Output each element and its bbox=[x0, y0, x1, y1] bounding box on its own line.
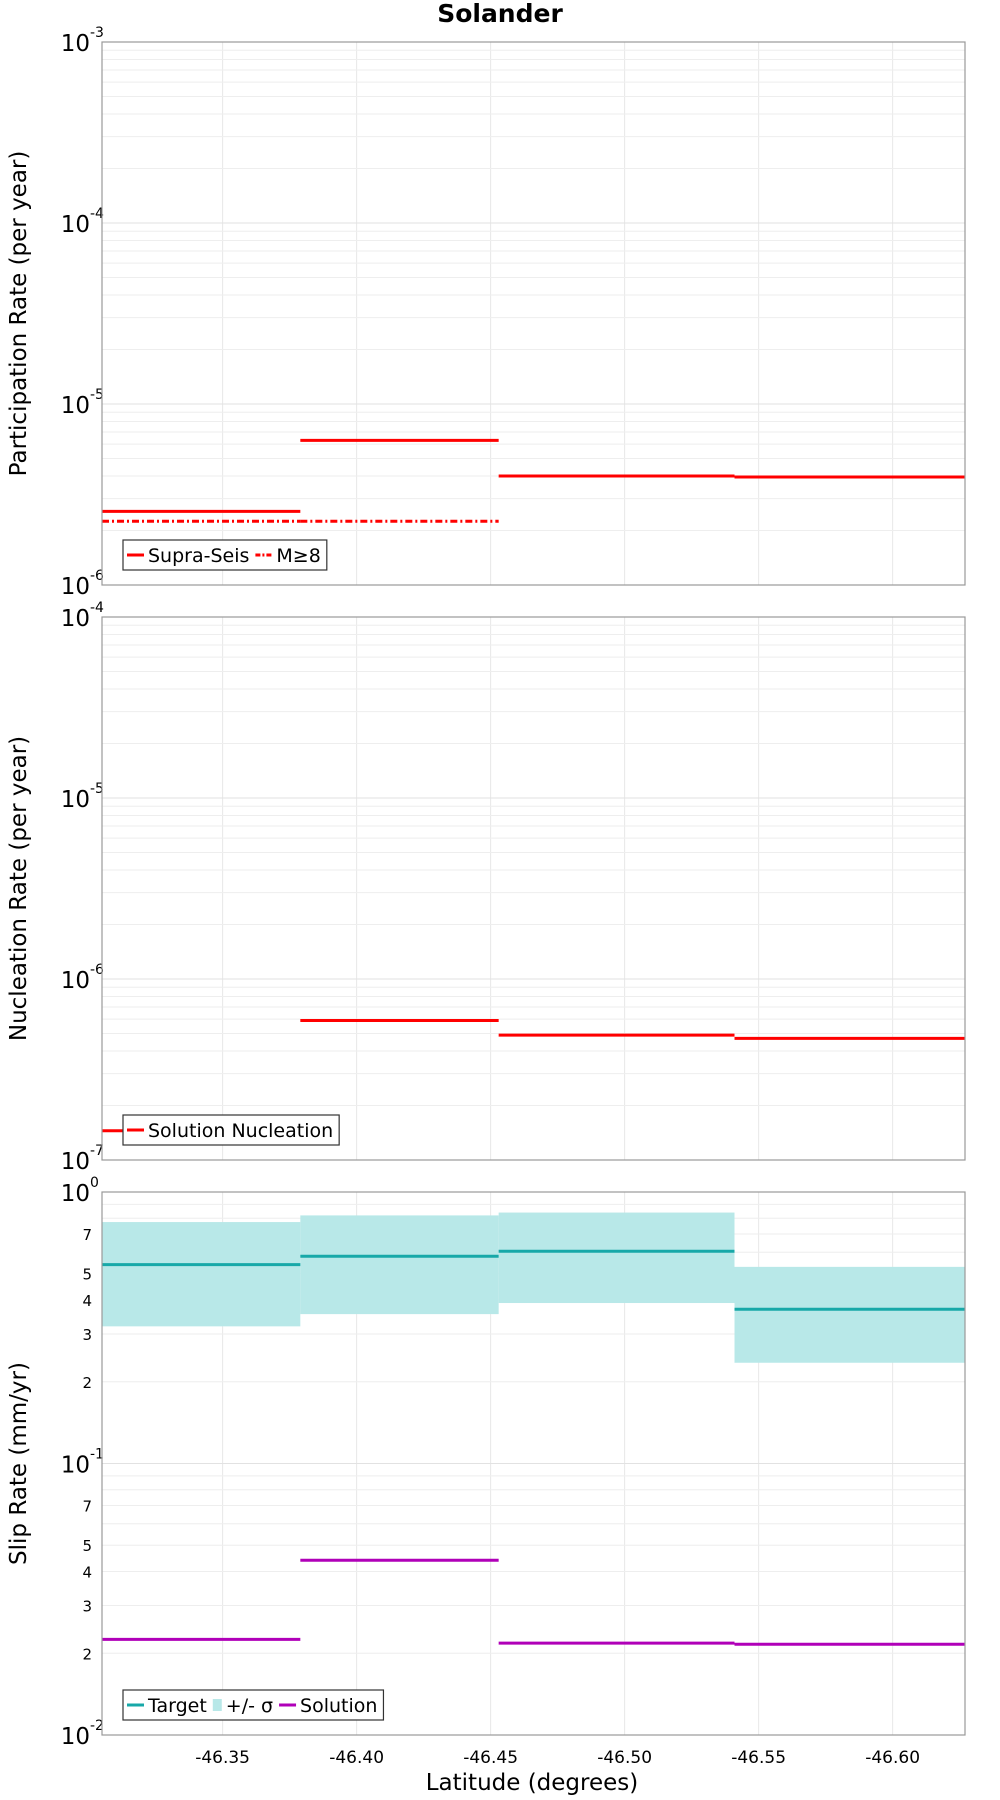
y-tick-label: 10 bbox=[61, 212, 90, 238]
band-segment bbox=[102, 1222, 301, 1327]
y-tick-exponent: -6 bbox=[90, 962, 104, 978]
legend-label: Solution bbox=[300, 1695, 377, 1717]
y-minor-tick-label: 4 bbox=[82, 1292, 92, 1310]
legend-box bbox=[122, 539, 328, 571]
y-minor-tick-label: 3 bbox=[82, 1326, 92, 1344]
legend-box bbox=[122, 1114, 340, 1146]
legend: Supra-Seis M≥8 bbox=[122, 539, 328, 571]
band-segment bbox=[734, 1266, 965, 1363]
y-tick-exponent: -7 bbox=[90, 1143, 104, 1159]
y-tick-exponent: -6 bbox=[90, 568, 104, 584]
y-tick-exponent: -2 bbox=[90, 1718, 104, 1734]
band-segment bbox=[300, 1215, 499, 1315]
plot-area bbox=[102, 42, 965, 585]
legend-label: +/- σ bbox=[226, 1695, 273, 1717]
y-tick-label: 10 bbox=[61, 31, 90, 57]
y-minor-tick-label: 2 bbox=[82, 1645, 92, 1663]
x-tick-label: -46.55 bbox=[731, 1748, 786, 1768]
y-tick-label: 10 bbox=[61, 393, 90, 419]
y-minor-tick-label: 7 bbox=[82, 1226, 92, 1244]
y-tick-exponent: -4 bbox=[90, 600, 104, 616]
x-tick-label: -46.40 bbox=[329, 1748, 384, 1768]
y-minor-tick-label: 5 bbox=[82, 1266, 92, 1284]
y-tick-label: 10 bbox=[61, 787, 90, 813]
y-minor-tick-label: 3 bbox=[82, 1597, 92, 1615]
chart-title: Solander bbox=[437, 0, 563, 28]
x-tick-label: -46.35 bbox=[195, 1748, 250, 1768]
y-axis-label: Participation Rate (per year) bbox=[6, 151, 32, 477]
legend-label: M≥8 bbox=[276, 545, 320, 567]
y-tick-exponent: -3 bbox=[90, 25, 104, 41]
y-tick-exponent: -4 bbox=[90, 206, 104, 222]
plot-frame bbox=[101, 41, 966, 586]
plot-frame bbox=[101, 1191, 966, 1736]
y-minor-tick-label: 4 bbox=[82, 1564, 92, 1582]
x-tick-label: -46.50 bbox=[597, 1748, 652, 1768]
y-tick-label: 10 bbox=[61, 1453, 90, 1479]
y-tick-label: 10 bbox=[61, 968, 90, 994]
y-tick-exponent: -5 bbox=[90, 781, 104, 797]
y-tick-label: 10 bbox=[61, 606, 90, 632]
band-segment bbox=[498, 1212, 735, 1304]
legend-swatch bbox=[212, 1699, 222, 1711]
y-axis-label: Slip Rate (mm/yr) bbox=[6, 1362, 32, 1565]
x-tick-label: -46.60 bbox=[865, 1748, 920, 1768]
y-tick-label: 10 bbox=[61, 1181, 90, 1207]
y-tick-exponent: -1 bbox=[90, 1447, 104, 1463]
legend-label: Solution Nucleation bbox=[148, 1120, 333, 1142]
y-tick-label: 10 bbox=[61, 1724, 90, 1750]
y-tick-label: 10 bbox=[61, 1149, 90, 1175]
y-minor-tick-label: 7 bbox=[82, 1498, 92, 1516]
plot-frame bbox=[101, 616, 966, 1161]
y-tick-exponent: 0 bbox=[90, 1175, 99, 1191]
y-minor-tick-label: 2 bbox=[82, 1374, 92, 1392]
y-minor-tick-label: 5 bbox=[82, 1537, 92, 1555]
plot-area bbox=[102, 617, 965, 1160]
y-tick-label: 10 bbox=[61, 574, 90, 600]
legend-label: Target bbox=[147, 1695, 207, 1717]
x-tick-label: -46.45 bbox=[463, 1748, 518, 1768]
y-tick-exponent: -5 bbox=[90, 387, 104, 403]
y-axis-label: Nucleation Rate (per year) bbox=[6, 736, 32, 1041]
legend: Target +/- σ Solution bbox=[122, 1689, 385, 1721]
x-axis-label: Latitude (degrees) bbox=[426, 1770, 639, 1796]
legend-label: Supra-Seis bbox=[148, 545, 249, 567]
legend-box bbox=[122, 1689, 385, 1721]
legend: Solution Nucleation bbox=[122, 1114, 340, 1146]
